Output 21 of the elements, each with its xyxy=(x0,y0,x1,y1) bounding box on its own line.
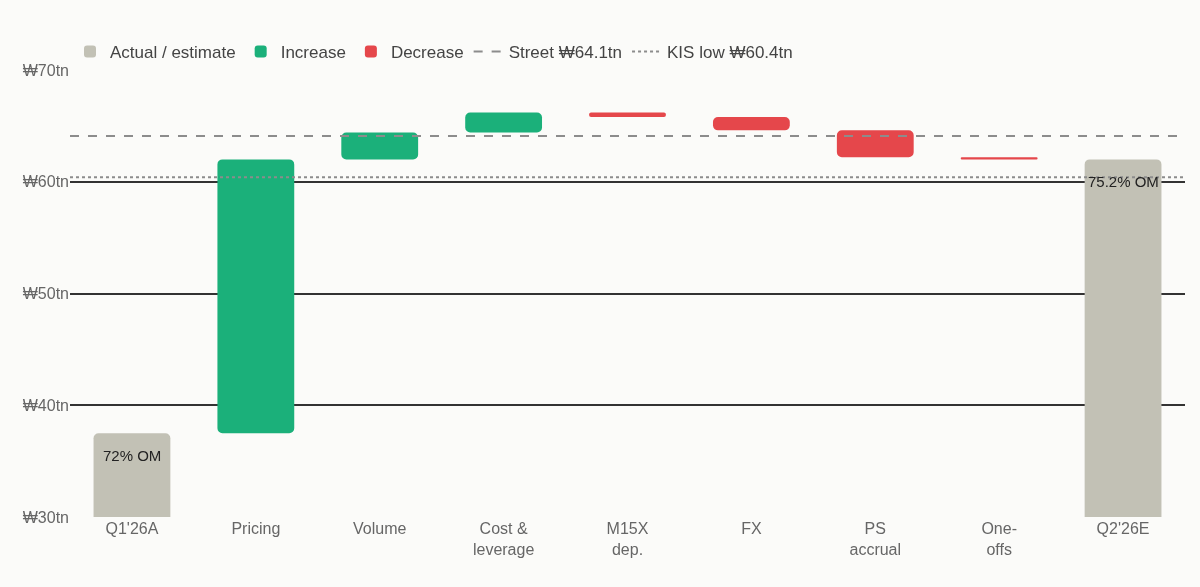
y-tick-label: ₩70tn xyxy=(22,61,69,79)
y-tick-label: ₩40tn xyxy=(22,396,69,414)
legend-label: Decrease xyxy=(390,43,464,63)
x-tick-label: Q2'26E xyxy=(1096,520,1150,537)
y-tick-label: ₩50tn xyxy=(22,285,69,303)
x-tick-label: Cost & leverage xyxy=(472,520,535,558)
annotation: 72% OM xyxy=(103,447,162,464)
annotation: 75.2% OM xyxy=(1088,173,1159,190)
x-tick-label: PS accrual xyxy=(849,520,902,558)
legend-label: KIS low ₩60.4tn xyxy=(667,43,793,63)
x-tick-label: Volume xyxy=(353,520,407,537)
x-tick-label: FX xyxy=(741,520,762,537)
legend-label: Increase xyxy=(280,43,346,63)
legend-label: Actual / estimate xyxy=(110,43,236,63)
y-tick-label: ₩30tn xyxy=(22,508,69,526)
x-tick-label: One- offs xyxy=(981,520,1017,558)
x-tick-label: M15X dep. xyxy=(606,520,649,558)
y-tick-label: ₩60tn xyxy=(22,173,69,191)
x-tick-label: Pricing xyxy=(231,520,281,537)
x-tick-label: Q1'26A xyxy=(105,520,159,537)
legend-label: Street ₩64.1tn xyxy=(508,43,623,63)
